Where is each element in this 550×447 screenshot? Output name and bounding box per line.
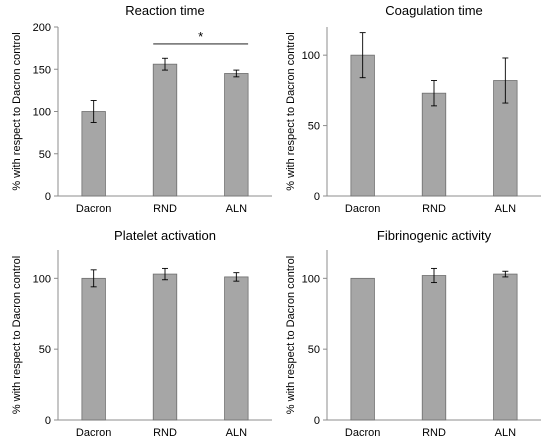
y-tick-label: 100: [33, 273, 51, 285]
x-tick-label: ALN: [495, 203, 516, 215]
bar: [421, 92, 447, 197]
chart-title: Coagulation time: [385, 3, 483, 18]
x-tick-label: RND: [422, 427, 446, 439]
bar: [224, 73, 249, 197]
x-tick-label: RND: [153, 203, 177, 215]
x-tick-label: Dacron: [345, 427, 380, 439]
chart-panel-1: Reaction time % with respect to Dacron co…: [11, 3, 272, 215]
x-tick-label: ALN: [226, 427, 247, 439]
bar: [350, 277, 375, 421]
y-tick-label: 200: [33, 22, 51, 34]
x-tick-label: RND: [422, 203, 446, 215]
y-tick-label: 0: [45, 191, 51, 203]
y-tick-label: 100: [33, 107, 51, 119]
x-tick-label: RND: [153, 427, 177, 439]
bar: [493, 273, 518, 421]
y-axis-label: % with respect to Dacron control: [11, 256, 23, 414]
x-tick-label: ALN: [226, 203, 247, 215]
chart-panel-4: Fibrinogenic activity % with respect to D…: [285, 228, 541, 439]
bar: [152, 63, 178, 197]
bar: [81, 111, 106, 197]
y-tick-label: 0: [314, 191, 320, 203]
y-tick-label: 50: [39, 344, 51, 356]
y-axis-label: % with respect to Dacron control: [285, 256, 297, 414]
bar: [152, 273, 178, 421]
y-tick-label: 50: [39, 149, 51, 161]
x-tick-label: Dacron: [76, 427, 111, 439]
chart-panel-2: Coagulation time % with respect to Dacron…: [285, 3, 541, 215]
x-tick-label: Dacron: [345, 203, 380, 215]
bar: [81, 277, 106, 421]
chart-title: Fibrinogenic activity: [377, 228, 492, 243]
y-tick-label: 50: [308, 344, 320, 356]
significance-label: *: [198, 29, 203, 44]
y-tick-label: 100: [302, 50, 320, 62]
x-tick-label: Dacron: [76, 203, 111, 215]
bar: [224, 276, 249, 421]
chart-panel-3: Platelet activation % with respect to Dac…: [11, 228, 272, 439]
y-tick-label: 150: [33, 64, 51, 76]
bar: [421, 275, 447, 421]
y-tick-label: 0: [45, 415, 51, 427]
y-tick-label: 100: [302, 273, 320, 285]
y-tick-label: 50: [308, 121, 320, 133]
chart-title: Platelet activation: [114, 228, 216, 243]
x-tick-label: ALN: [495, 427, 516, 439]
y-axis-label: % with respect to Dacron control: [285, 32, 297, 190]
y-axis-label: % with respect to Dacron control: [11, 32, 23, 190]
y-tick-label: 0: [314, 415, 320, 427]
chart-title: Reaction time: [125, 3, 204, 18]
